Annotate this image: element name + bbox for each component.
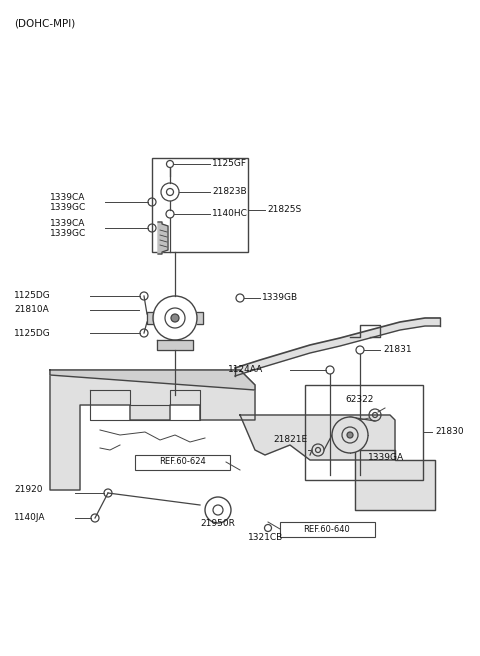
Polygon shape <box>197 312 203 324</box>
Text: 1125GF: 1125GF <box>212 159 247 169</box>
Text: 21920: 21920 <box>14 485 43 495</box>
Circle shape <box>171 314 179 322</box>
Text: 1339GA: 1339GA <box>368 453 404 462</box>
Polygon shape <box>50 370 255 490</box>
Text: 1339GB: 1339GB <box>262 293 298 302</box>
Text: 1339CA: 1339CA <box>50 194 85 203</box>
Text: 21950R: 21950R <box>200 520 235 529</box>
Polygon shape <box>157 340 193 350</box>
Text: 1339GC: 1339GC <box>50 203 86 213</box>
Polygon shape <box>240 415 395 460</box>
Polygon shape <box>158 222 168 254</box>
Text: 1125DG: 1125DG <box>14 329 51 337</box>
Text: 21823B: 21823B <box>212 188 247 197</box>
Polygon shape <box>147 312 153 324</box>
Text: 21821E: 21821E <box>273 436 307 445</box>
Polygon shape <box>235 318 440 376</box>
Text: (DOHC-MPI): (DOHC-MPI) <box>14 18 75 28</box>
Text: 1140HC: 1140HC <box>212 209 248 218</box>
Text: 1339GC: 1339GC <box>50 230 86 239</box>
Bar <box>135 455 230 470</box>
Text: 62322: 62322 <box>345 396 373 405</box>
Circle shape <box>332 417 368 453</box>
Text: 1321CB: 1321CB <box>248 533 283 543</box>
Text: 21830: 21830 <box>435 428 464 436</box>
Text: 21831: 21831 <box>383 346 412 354</box>
Text: REF.60-624: REF.60-624 <box>160 457 206 466</box>
Circle shape <box>347 432 353 438</box>
Text: 1140JA: 1140JA <box>14 514 46 522</box>
Bar <box>152 158 248 252</box>
Text: REF.60-640: REF.60-640 <box>304 525 350 533</box>
Text: 21825S: 21825S <box>267 205 301 215</box>
Bar <box>305 385 423 480</box>
Text: 1125DG: 1125DG <box>14 291 51 300</box>
Text: 21810A: 21810A <box>14 306 49 314</box>
Text: 1124AA: 1124AA <box>228 365 263 375</box>
Bar <box>280 522 375 537</box>
Polygon shape <box>355 450 435 510</box>
Text: 1339CA: 1339CA <box>50 220 85 228</box>
Polygon shape <box>50 370 255 390</box>
